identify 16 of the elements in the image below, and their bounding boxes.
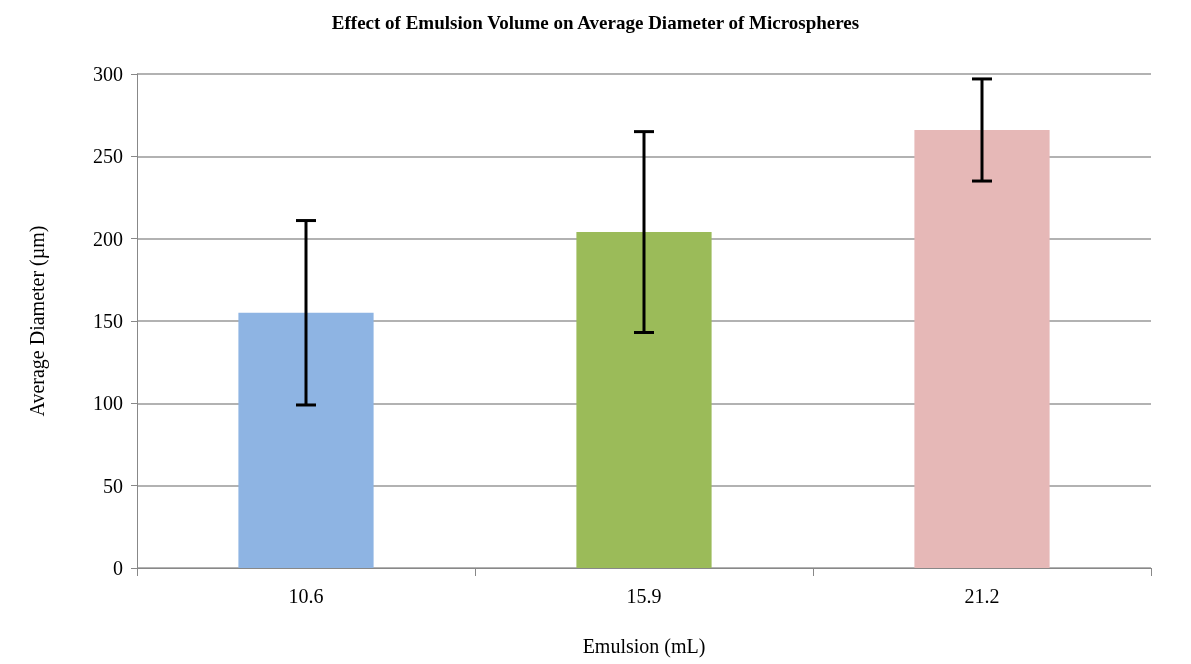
y-axis-title: Average Diameter (µm) bbox=[26, 225, 49, 417]
y-tick-label: 250 bbox=[93, 145, 123, 168]
x-tick-label: 10.6 bbox=[288, 585, 324, 607]
y-tick-label: 150 bbox=[93, 310, 123, 332]
y-tick-label: 200 bbox=[93, 227, 123, 250]
y-tick-label: 100 bbox=[93, 392, 123, 415]
y-tick-label: 0 bbox=[113, 557, 123, 579]
bar bbox=[238, 312, 374, 568]
chart-title: Effect of Emulsion Volume on Average Diameter of Microspheres bbox=[331, 12, 860, 33]
x-axis-title: Emulsion (mL) bbox=[582, 635, 706, 658]
bar bbox=[576, 232, 712, 568]
x-tick-label: 21.2 bbox=[964, 585, 1000, 607]
y-tick-label: 300 bbox=[93, 63, 123, 85]
y-tick-label: 50 bbox=[103, 474, 123, 497]
bar bbox=[914, 129, 1050, 568]
x-tick-label: 15.9 bbox=[626, 585, 662, 607]
